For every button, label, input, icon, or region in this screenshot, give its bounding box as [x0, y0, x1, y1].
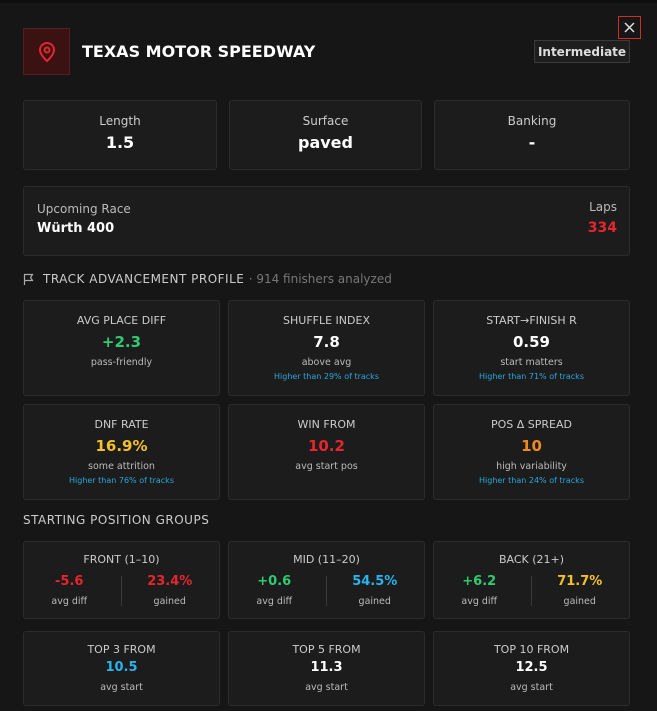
metric-value: 7.8 — [313, 333, 340, 351]
top-from-label: TOP 10 FROM — [493, 643, 570, 656]
laps-label: Laps — [589, 200, 617, 214]
group-gained-label: gained — [153, 596, 186, 607]
metric-desc: above avg — [301, 357, 352, 368]
group-diff-label: avg diff — [51, 596, 88, 607]
group-divider — [325, 576, 327, 606]
close-icon — [624, 22, 635, 33]
metric-card: POS Δ SPREAD 10 high variability Higher tha… — [433, 404, 630, 500]
metric-card: SHUFFLE INDEX 7.8 above avg Higher than 29%… — [228, 300, 425, 396]
group-diff: +0.6 — [257, 574, 292, 589]
top-from-desc: avg start — [510, 682, 553, 693]
top-from-card: TOP 5 FROM 11.3 avg start — [228, 631, 425, 706]
flag-icon — [23, 273, 34, 285]
metric-compare: Higher than 24% of tracks — [479, 476, 584, 485]
group-gained: 71.7% — [557, 574, 603, 589]
metric-label: START→FINISH R — [486, 314, 577, 327]
metric-value: +2.3 — [101, 333, 142, 351]
top-from-label: TOP 3 FROM — [87, 643, 156, 656]
group-gained-label: gained — [563, 596, 596, 607]
profile-note: · 914 finishers analyzed — [248, 272, 392, 286]
metric-card: START→FINISH R 0.59 start matters Higher th… — [433, 300, 630, 396]
metric-value: 10 — [521, 437, 542, 455]
top-from-value: 10.5 — [105, 660, 138, 675]
profile-title: TRACK ADVANCEMENT PROFILE — [43, 272, 245, 286]
metric-label: DNF RATE — [94, 418, 149, 431]
group-label: FRONT (1–10) — [83, 553, 160, 566]
group-card: BACK (21+) +6.2 avg diff 71.7% gained — [433, 541, 630, 619]
metric-label: AVG PLACE DIFF — [76, 314, 167, 327]
stat-card: Surface paved — [229, 100, 422, 170]
group-gained-label: gained — [358, 596, 391, 607]
metric-label: SHUFFLE INDEX — [283, 314, 370, 327]
track-title: TEXAS MOTOR SPEEDWAY — [82, 42, 316, 61]
group-card: MID (11–20) +0.6 avg diff 54.5% gained — [228, 541, 425, 619]
metric-label: POS Δ SPREAD — [491, 418, 572, 431]
group-diff-label: avg diff — [461, 596, 498, 607]
race-card: Upcoming Race Würth 400 Laps 334 — [23, 186, 630, 256]
group-gained: 54.5% — [352, 574, 398, 589]
metric-card: AVG PLACE DIFF +2.3 pass-friendly — [23, 300, 220, 396]
stat-card: Banking - — [434, 100, 630, 170]
metric-desc: start matters — [500, 357, 563, 368]
metric-value: 16.9% — [95, 437, 148, 455]
top-from-value: 11.3 — [310, 660, 343, 675]
stat-label: Banking — [507, 114, 557, 128]
metric-value: 10.2 — [307, 437, 345, 455]
group-gained: 23.4% — [147, 574, 193, 589]
groups-title: STARTING POSITION GROUPS — [23, 513, 210, 527]
metric-compare: Higher than 71% of tracks — [479, 372, 584, 381]
metric-card: DNF RATE 16.9% some attrition Higher than 7… — [23, 404, 220, 500]
group-card: FRONT (1–10) -5.6 avg diff 23.4% gained — [23, 541, 220, 619]
group-label: BACK (21+) — [498, 553, 565, 566]
top-from-desc: avg start — [305, 682, 348, 693]
top-from-card: TOP 3 FROM 10.5 avg start — [23, 631, 220, 706]
stat-value: paved — [298, 133, 353, 152]
race-name: Würth 400 — [37, 221, 115, 236]
pin-icon — [38, 41, 55, 62]
metric-label: WIN FROM — [297, 418, 356, 431]
top-from-card: TOP 10 FROM 12.5 avg start — [433, 631, 630, 706]
laps-value: 334 — [587, 220, 617, 236]
race-label: Upcoming Race — [37, 202, 131, 216]
metric-desc: avg start pos — [295, 461, 358, 472]
close-button[interactable] — [618, 16, 641, 39]
stat-value: - — [528, 133, 536, 152]
type-badge: Intermediate — [534, 40, 630, 63]
top-strip — [0, 0, 657, 3]
stat-card: Length 1.5 — [23, 100, 217, 170]
track-icon — [23, 28, 70, 75]
stat-label: Length — [99, 114, 141, 128]
metric-desc: some attrition — [88, 461, 155, 472]
section-title: TRACK ADVANCEMENT PROFILE · 914 finisher… — [43, 272, 392, 286]
group-divider — [120, 576, 122, 606]
group-diff-label: avg diff — [256, 596, 293, 607]
metric-compare: Higher than 29% of tracks — [274, 372, 379, 381]
metric-desc: pass-friendly — [90, 357, 153, 368]
stat-value: 1.5 — [105, 133, 135, 152]
metric-compare: Higher than 76% of tracks — [69, 476, 174, 485]
metric-value: 0.59 — [512, 333, 550, 351]
top-from-label: TOP 5 FROM — [292, 643, 361, 656]
top-from-desc: avg start — [100, 682, 143, 693]
group-label: MID (11–20) — [293, 553, 360, 566]
stat-label: Surface — [302, 114, 349, 128]
group-diff: +6.2 — [462, 574, 497, 589]
metric-desc: high variability — [496, 461, 567, 472]
group-diff: -5.6 — [55, 574, 84, 589]
group-divider — [530, 576, 532, 606]
top-from-value: 12.5 — [515, 660, 548, 675]
metric-card: WIN FROM 10.2 avg start pos — [228, 404, 425, 500]
